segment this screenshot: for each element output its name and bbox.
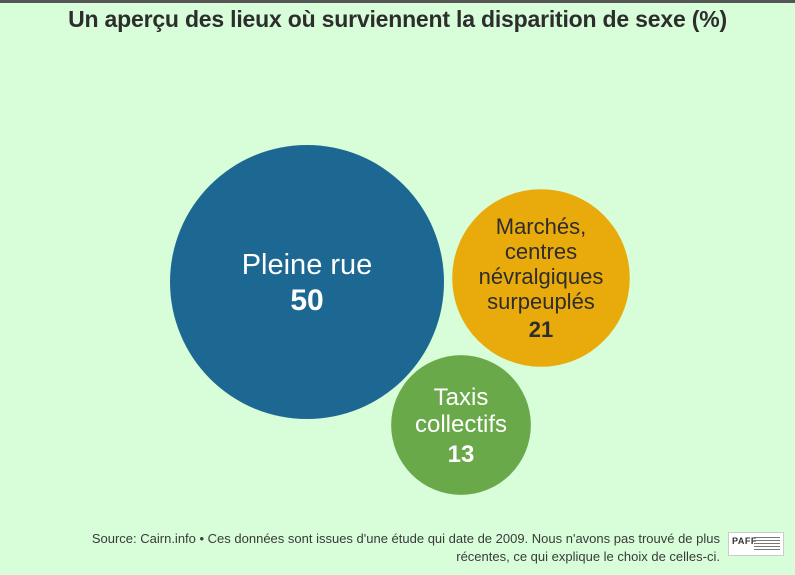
source-line-1: Source: Cairn.info • Ces données sont is…: [91, 531, 720, 546]
bubble-marches: [452, 189, 630, 367]
bubble-label-marches-3: névralgiques: [479, 264, 604, 289]
paff-logo: PAFF: [728, 532, 784, 556]
source-note: Source: Cairn.info • Ces données sont is…: [20, 530, 720, 566]
bubble-label-taxis-1: Taxis: [434, 384, 489, 411]
bubble-label-pleine-rue-1: Pleine rue: [242, 249, 373, 281]
bubble-value-pleine-rue: 50: [290, 284, 323, 317]
source-line-2: récentes, ce qui explique le choix de ce…: [456, 549, 720, 564]
bubble-pleine-rue: [170, 145, 444, 419]
bubble-label-taxis-2: collectifs: [415, 411, 507, 438]
bubble-label-marches-1: Marchés,: [496, 214, 586, 239]
bubble-value-marches: 21: [529, 317, 553, 342]
bubble-value-taxis: 13: [448, 441, 475, 468]
top-rule: [0, 0, 795, 3]
bubble-label-marches-4: surpeuplés: [487, 289, 595, 314]
logo-text: PAFF: [732, 536, 757, 546]
logo-tagline-graphic: [754, 537, 780, 551]
chart-title: Un aperçu des lieux où surviennent la di…: [68, 6, 727, 32]
bubble-taxis: [391, 355, 531, 495]
bubble-label-marches-2: centres: [505, 239, 577, 264]
